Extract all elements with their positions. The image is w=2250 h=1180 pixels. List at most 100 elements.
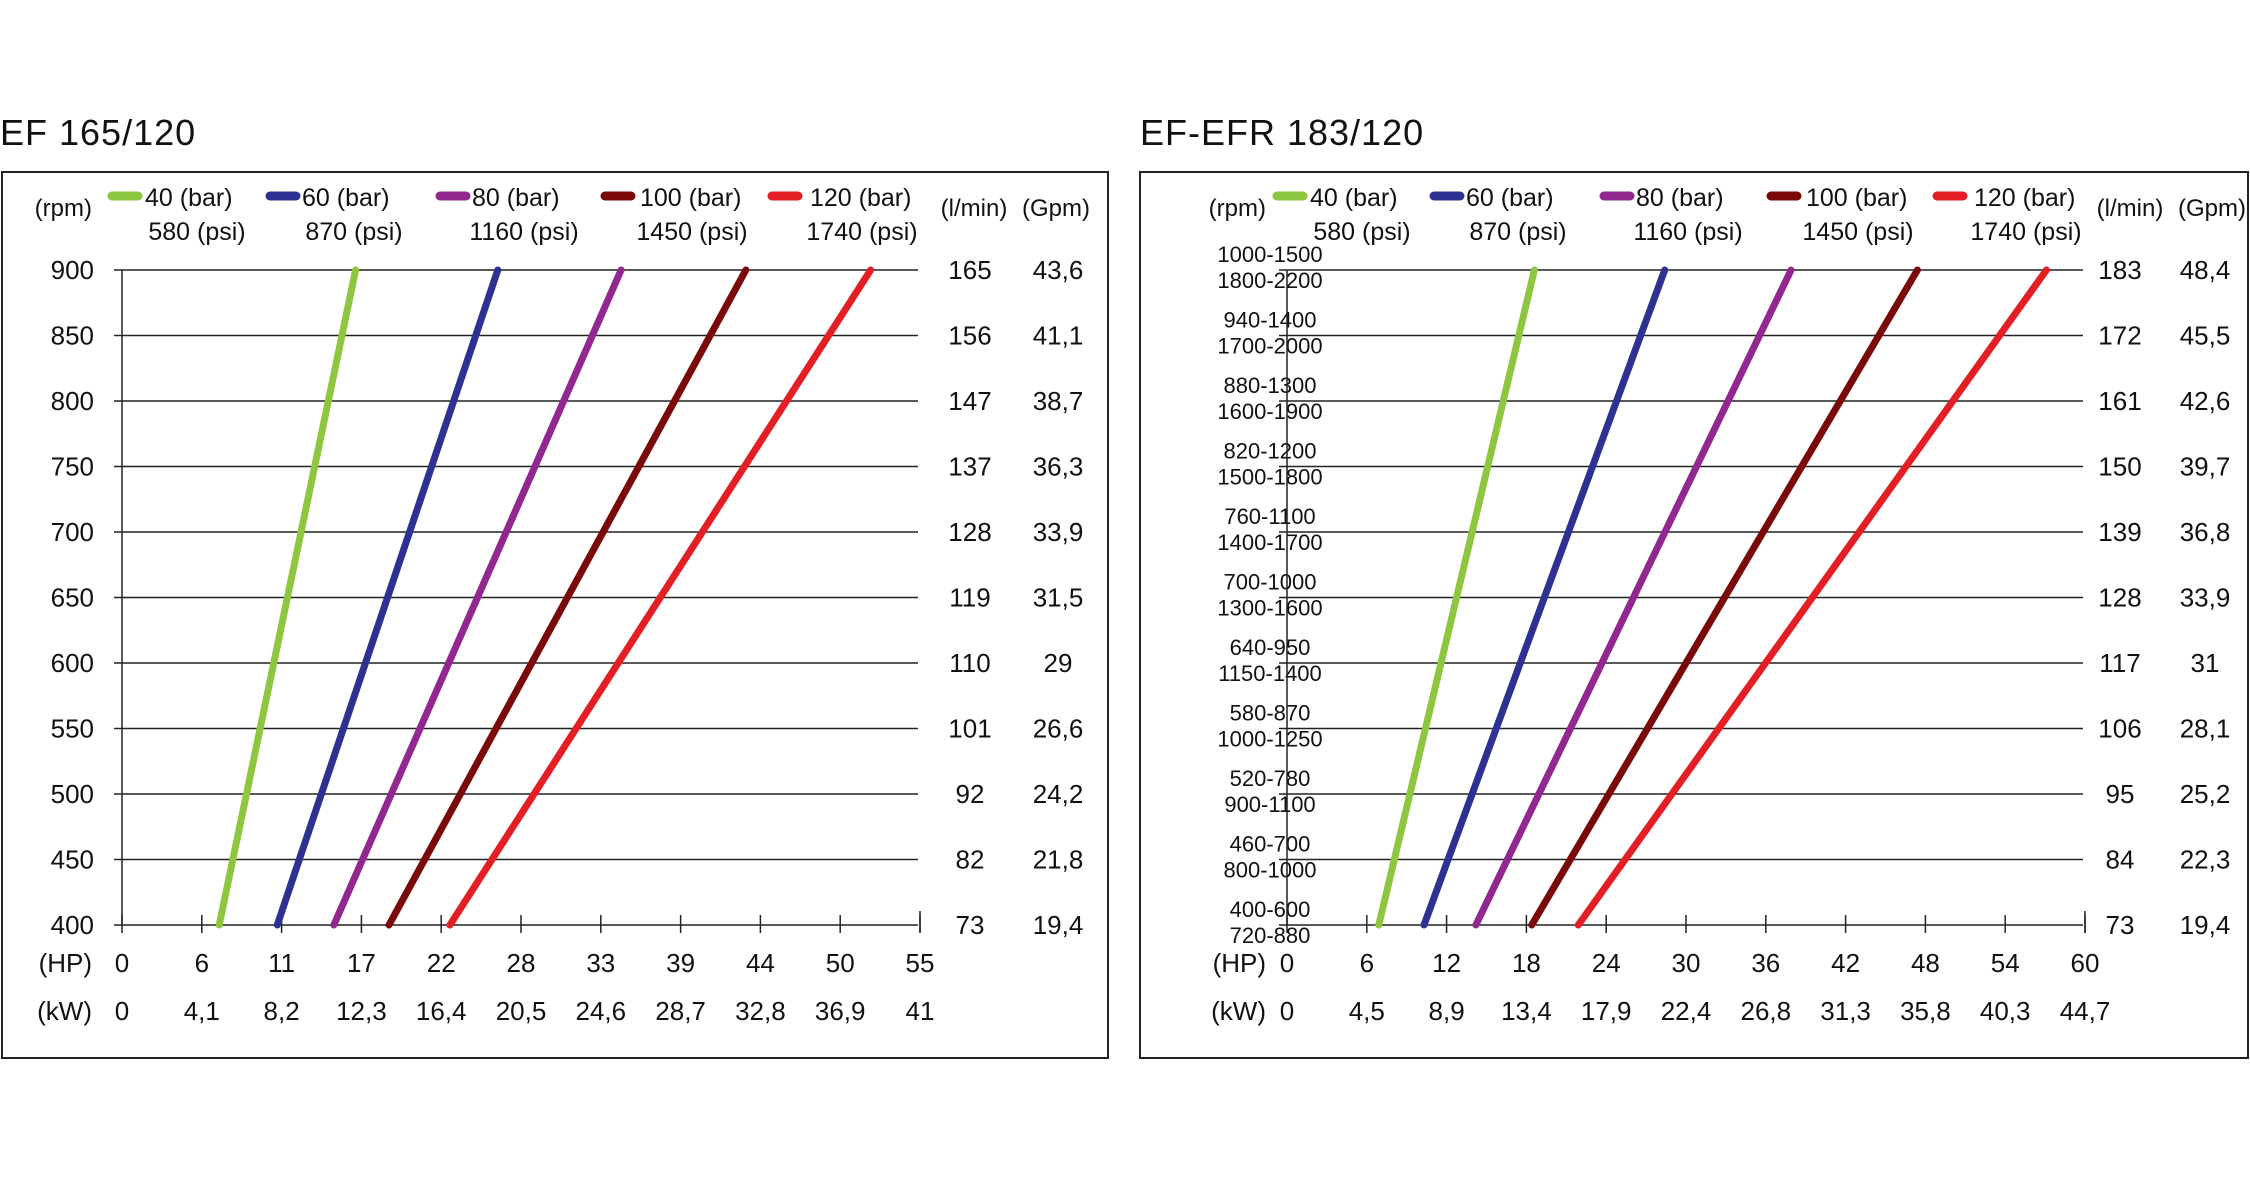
- chart-title-left: EF 165/120: [0, 112, 197, 153]
- rpm-range-label: 1700-2000: [1217, 334, 1322, 359]
- rpm-range-label: 820-1200: [1224, 439, 1317, 464]
- hp-tick-label: 36: [1751, 948, 1780, 978]
- rpm-range-label: 520-780: [1230, 766, 1311, 791]
- hp-tick-label: 42: [1831, 948, 1860, 978]
- rpm-tick-label: 900: [51, 255, 94, 285]
- rpm-range-label: 760-1100: [1224, 504, 1315, 529]
- rpm-range-label: 1400-1700: [1217, 530, 1322, 555]
- kw-tick-label: 8,9: [1429, 996, 1465, 1026]
- series-line: [1528, 266, 1921, 929]
- rpm-range-label: 460-700: [1230, 832, 1311, 857]
- lmin-value: 119: [949, 583, 990, 613]
- lmin-value: 147: [948, 386, 991, 416]
- hp-tick-label: 18: [1512, 948, 1541, 978]
- kw-tick-label: 28,7: [655, 996, 706, 1026]
- chart-frame: [1, 171, 1109, 1059]
- legend-label-psi: 580 (psi): [1313, 218, 1410, 246]
- rpm-range-label: 1300-1600: [1217, 596, 1322, 621]
- gpm-value: 36,3: [1033, 452, 1084, 482]
- gpm-value: 21,8: [1033, 845, 1084, 875]
- gpm-value: 31,5: [1033, 583, 1084, 613]
- rpm-range-label: 940-1400: [1224, 308, 1317, 333]
- legend-label-psi: 1160 (psi): [1633, 218, 1742, 246]
- lmin-value: 101: [948, 714, 991, 744]
- gpm-value: 48,4: [2180, 255, 2231, 285]
- gpm-value: 33,9: [2180, 583, 2231, 613]
- legend-label-bar: 80 (bar): [472, 184, 560, 212]
- lmin-value: 128: [948, 517, 991, 547]
- gpm-value: 31: [2191, 648, 2220, 678]
- rpm-range-label: 1600-1900: [1217, 399, 1322, 424]
- hp-axis-label: (HP): [1213, 948, 1266, 978]
- lmin-value: 95: [2106, 779, 2135, 809]
- kw-tick-label: 44,7: [2060, 996, 2111, 1026]
- legend-label-bar: 60 (bar): [1466, 184, 1554, 212]
- rpm-tick-label: 400: [51, 910, 94, 940]
- rpm-tick-label: 450: [51, 845, 94, 875]
- legend-label-psi: 1450 (psi): [636, 218, 747, 246]
- hp-tick-label: 44: [746, 948, 775, 978]
- rpm-range-label: 1150-1400: [1218, 661, 1322, 686]
- rpm-tick-label: 700: [51, 517, 94, 547]
- legend-label-psi: 1740 (psi): [1970, 218, 2081, 246]
- hp-tick-label: 33: [586, 948, 615, 978]
- series-line: [1375, 266, 1538, 929]
- hp-tick-label: 0: [115, 948, 129, 978]
- lmin-value: 128: [2098, 583, 2141, 613]
- lmin-value: 92: [956, 779, 985, 809]
- hp-tick-label: 17: [347, 948, 376, 978]
- legend-label-psi: 1740 (psi): [806, 218, 917, 246]
- legend-label-bar: 40 (bar): [145, 184, 233, 212]
- lmin-value: 84: [2106, 845, 2135, 875]
- hp-tick-label: 54: [1991, 948, 2020, 978]
- kw-tick-label: 36,9: [815, 996, 866, 1026]
- rpm-tick-label: 850: [51, 321, 94, 351]
- lmin-value: 117: [2099, 648, 2140, 678]
- kw-tick-label: 40,3: [1980, 996, 2031, 1026]
- rpm-tick-label: 750: [51, 452, 94, 482]
- series-line: [1574, 266, 2050, 929]
- legend-label-psi: 870 (psi): [1469, 218, 1566, 246]
- gpm-value: 33,9: [1033, 517, 1084, 547]
- series-line: [273, 266, 502, 929]
- gpm-header: (Gpm): [2178, 195, 2246, 222]
- kw-tick-label: 8,2: [264, 996, 300, 1026]
- hp-tick-label: 55: [906, 948, 935, 978]
- lmin-value: 139: [2098, 517, 2141, 547]
- kw-tick-label: 31,3: [1820, 996, 1871, 1026]
- gpm-value: 38,7: [1033, 386, 1084, 416]
- rpm-range-label: 720-880: [1230, 923, 1311, 948]
- series-line: [1472, 266, 1795, 929]
- kw-tick-label: 4,1: [184, 996, 220, 1026]
- kw-tick-label: 41: [906, 996, 935, 1026]
- series-line: [446, 266, 875, 929]
- lmin-header: (l/min): [2097, 195, 2164, 222]
- hp-tick-label: 11: [268, 948, 295, 978]
- lmin-value: 110: [949, 648, 990, 678]
- legend-label-bar: 60 (bar): [302, 184, 390, 212]
- lmin-value: 73: [2106, 910, 2135, 940]
- rpm-range-label: 900-1100: [1224, 792, 1315, 817]
- gpm-value: 24,2: [1033, 779, 1084, 809]
- lmin-value: 172: [2098, 321, 2141, 351]
- series-line: [385, 266, 750, 929]
- gpm-value: 19,4: [2180, 910, 2231, 940]
- legend-label-bar: 40 (bar): [1310, 184, 1398, 212]
- rpm-range-label: 1500-1800: [1217, 465, 1322, 490]
- hp-tick-label: 0: [1280, 948, 1294, 978]
- hp-tick-label: 12: [1432, 948, 1461, 978]
- rpm-range-label: 640-950: [1230, 635, 1311, 660]
- kw-tick-label: 35,8: [1900, 996, 1951, 1026]
- rpm-header: (rpm): [1209, 195, 1266, 222]
- legend-label-psi: 580 (psi): [148, 218, 245, 246]
- kw-axis-label: (kW): [37, 996, 92, 1026]
- legend-label-psi: 870 (psi): [305, 218, 402, 246]
- gpm-value: 29: [1044, 648, 1073, 678]
- gpm-value: 43,6: [1033, 255, 1084, 285]
- hp-tick-label: 6: [195, 948, 209, 978]
- chart-title-right: EF-EFR 183/120: [1140, 112, 1425, 153]
- kw-tick-label: 12,3: [336, 996, 387, 1026]
- lmin-value: 73: [956, 910, 985, 940]
- gpm-value: 39,7: [2180, 452, 2231, 482]
- gpm-value: 19,4: [1033, 910, 1084, 940]
